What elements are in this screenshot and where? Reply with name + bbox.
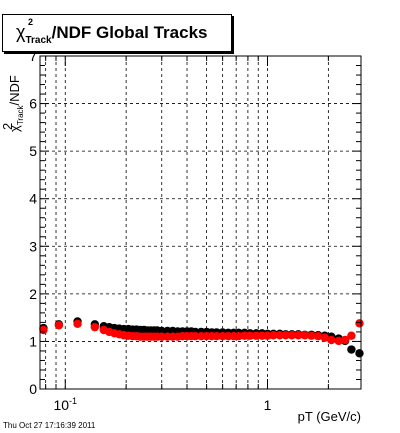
y-tick-label: 2: [29, 286, 37, 302]
data-points: [39, 317, 364, 358]
x-tick-label: 1: [264, 397, 272, 413]
series-2-point: [340, 335, 350, 345]
y-tick-label: 7: [29, 48, 37, 64]
series-2-point: [212, 331, 221, 341]
series-2-point: [73, 319, 82, 329]
x-tick-label: 10-1: [53, 396, 77, 413]
series-2-point: [54, 321, 64, 330]
x-tick-label-exponent: -1: [69, 396, 77, 406]
y-tick-label: 3: [29, 238, 37, 254]
y-axis-title-superscript: 2: [0, 123, 15, 130]
title-box: χTrack/NDF Global Tracks 2: [2, 14, 234, 54]
y-tick-label: 4: [29, 191, 37, 207]
title-superscript: 2: [28, 17, 33, 27]
series-2-point: [327, 335, 336, 345]
series-2-point: [275, 331, 284, 340]
series-2-point: [355, 319, 364, 328]
series-2-point: [334, 336, 343, 346]
series-2-point: [300, 331, 310, 340]
series-2-point: [320, 333, 329, 342]
series-1-point: [355, 349, 364, 358]
y-tick-label: 6: [29, 96, 37, 112]
series-2-point: [191, 331, 200, 341]
series-2-point: [347, 331, 356, 340]
tick-labels: 0 1 2 3 4 5 6 7 10-1 1: [29, 48, 271, 413]
y-tick-label: 5: [29, 143, 37, 159]
series-2-point: [294, 331, 303, 340]
title-subscript: Track: [25, 35, 52, 46]
y-tick-label: 0: [29, 381, 37, 397]
series-2-point: [269, 331, 278, 340]
x-axis-title: pT (GeV/c): [298, 409, 361, 424]
series-2-point: [39, 325, 48, 335]
title-rest: /NDF Global Tracks: [52, 23, 208, 42]
series-2-point: [287, 331, 297, 340]
series-2-point: [245, 331, 255, 340]
timestamp: Thu Oct 27 17:16:39 2011: [3, 421, 96, 430]
series-2-point: [307, 331, 316, 340]
x-tick-label-base: 10: [53, 397, 69, 413]
series-2-point: [90, 322, 100, 332]
title-symbol: χ: [16, 22, 26, 42]
y-axis-title-symbol: χ: [7, 125, 22, 132]
series-1-point: [347, 345, 356, 354]
y-axis-title: χTrack/NDF 2: [0, 75, 25, 132]
series-2-point: [313, 331, 323, 341]
chart-title: χTrack/NDF Global Tracks: [16, 22, 207, 46]
y-tick-label: 1: [29, 333, 37, 349]
series-2-point: [252, 331, 261, 340]
x-tick-label-base: 1: [264, 397, 272, 413]
series-2-point: [281, 331, 290, 340]
svg-text:χTrack/NDF: χTrack/NDF: [7, 75, 25, 132]
y-axis-title-subscript: Track: [16, 104, 25, 125]
y-axis-title-rest: /NDF: [7, 75, 22, 105]
plot-frame: [39, 55, 362, 390]
axis-ticks: [40, 55, 361, 390]
